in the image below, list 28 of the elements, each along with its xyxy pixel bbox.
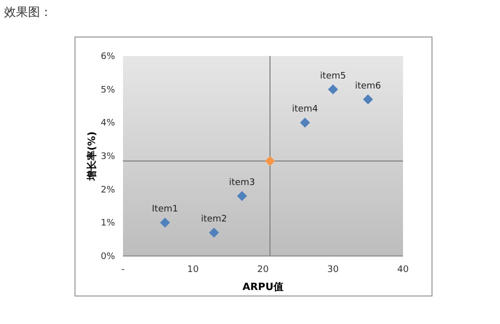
y-axis-title: 增长率(%) [86, 131, 98, 182]
chart-title: 效果图： [4, 5, 52, 19]
point [237, 191, 247, 201]
y-tick-label: 5% [100, 85, 116, 96]
point [265, 156, 275, 166]
y-tick-label: 3% [100, 152, 116, 162]
x-tick-label: 10 [187, 265, 199, 275]
annotation: item5 [320, 71, 346, 82]
x-tick-label: 40 [397, 265, 409, 275]
x-axis-title: ARPU值 [242, 281, 284, 293]
point [300, 118, 310, 128]
x-tick-label: 20 [257, 265, 269, 275]
y-tick-label: 4% [100, 118, 116, 129]
annotation: Item1 [152, 204, 178, 215]
y-tick-label: 2% [100, 185, 116, 196]
x-tick-label: 30 [327, 265, 339, 275]
annotation: item6 [354, 81, 382, 92]
y-tick-label: 1% [100, 218, 116, 229]
y-tick-label: 0% [100, 252, 116, 262]
point [209, 228, 219, 238]
x-tick-label: - [121, 265, 125, 275]
annotation: item4 [292, 104, 318, 115]
y-tick-label: 6% [100, 52, 116, 62]
point [160, 218, 170, 228]
annotation: item2 [200, 214, 228, 225]
point [363, 94, 373, 104]
point [328, 84, 338, 94]
annotation: item3 [228, 178, 256, 188]
